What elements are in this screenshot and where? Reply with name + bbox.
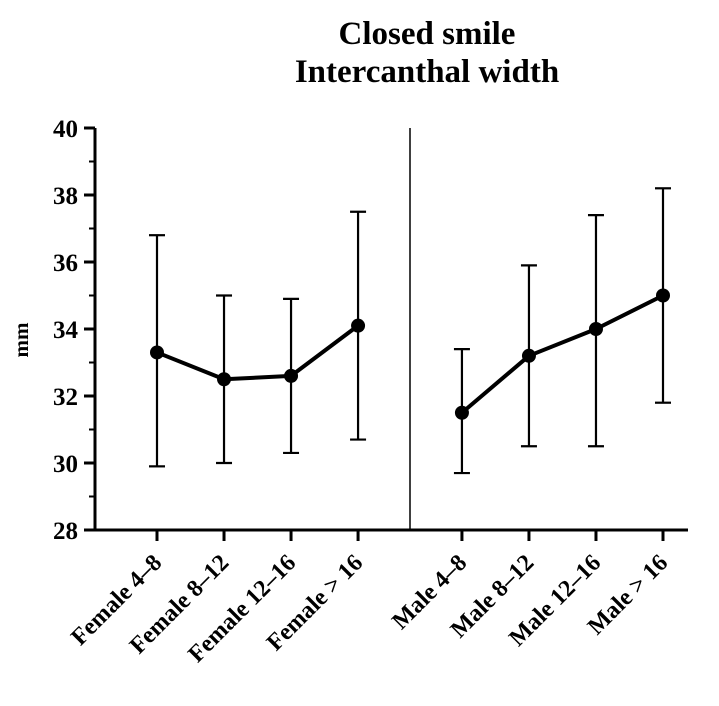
data-point (351, 318, 366, 333)
y-tick-label: 32 (53, 384, 78, 411)
data-point (150, 345, 164, 360)
series-line (156, 324, 360, 382)
data-point (656, 288, 670, 303)
y-tick-label: 38 (53, 183, 78, 210)
data-point (521, 348, 536, 363)
y-tick-label: 28 (53, 518, 78, 545)
data-point (454, 405, 469, 420)
data-point (217, 372, 232, 387)
chart-title-line2: Intercanthal width (295, 54, 559, 90)
series-line (460, 293, 664, 415)
y-tick-label: 40 (53, 116, 78, 143)
series-male (453, 187, 671, 475)
data-series (149, 187, 671, 475)
data-point (284, 368, 299, 383)
y-axis-label: mm (9, 322, 33, 357)
series-female (149, 210, 367, 468)
data-point (588, 322, 603, 336)
y-tick-label: 34 (53, 317, 79, 344)
y-tick-label: 30 (53, 451, 78, 478)
chart-title-line1: Closed smile (339, 16, 516, 52)
y-tick-label: 36 (53, 250, 78, 277)
